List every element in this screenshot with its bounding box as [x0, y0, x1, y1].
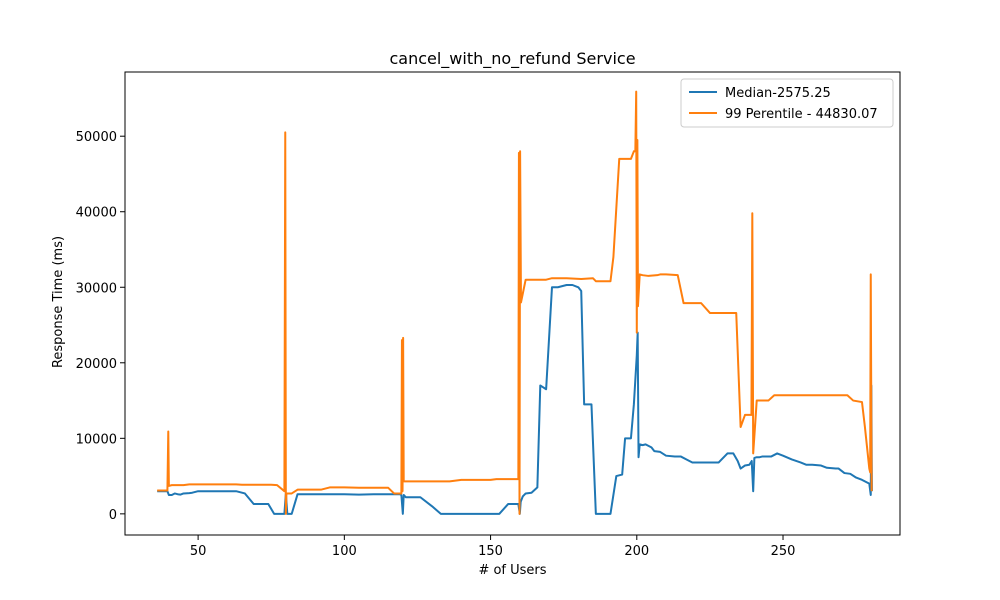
- axes-frame: [124, 71, 901, 536]
- series-line-1: [157, 284, 873, 515]
- x-tick-label: 150: [478, 544, 503, 559]
- y-tick-label: 10000: [76, 432, 117, 447]
- y-tick-label: 0: [109, 508, 117, 523]
- x-axis-label: # of Users: [478, 563, 546, 578]
- y-tick-label: 20000: [76, 357, 117, 372]
- y-tick-label: 40000: [76, 206, 117, 221]
- x-tick-label: 100: [332, 544, 357, 559]
- series-line-2: [157, 90, 873, 515]
- legend-box: [680, 78, 894, 128]
- y-tick-label: 50000: [76, 130, 117, 145]
- legend-label-2: 99 Perentile - 44830.07: [725, 107, 878, 122]
- x-tick-label: 250: [771, 544, 796, 559]
- plot-area: 50 100 150 200 250 0 10000 20000 30000 40000 50000…: [76, 71, 901, 559]
- y-axis-label: Response Time (ms): [51, 236, 66, 368]
- legend-label-1: Median-2575.25: [725, 86, 831, 101]
- x-tick-label: 200: [624, 544, 649, 559]
- y-tick-label: 30000: [76, 281, 117, 296]
- chart-title: cancel_with_no_refund Service: [389, 49, 635, 69]
- legend: Median-2575.25 99 Perentile - 44830.07: [680, 78, 894, 128]
- x-tick-label: 50: [190, 544, 207, 559]
